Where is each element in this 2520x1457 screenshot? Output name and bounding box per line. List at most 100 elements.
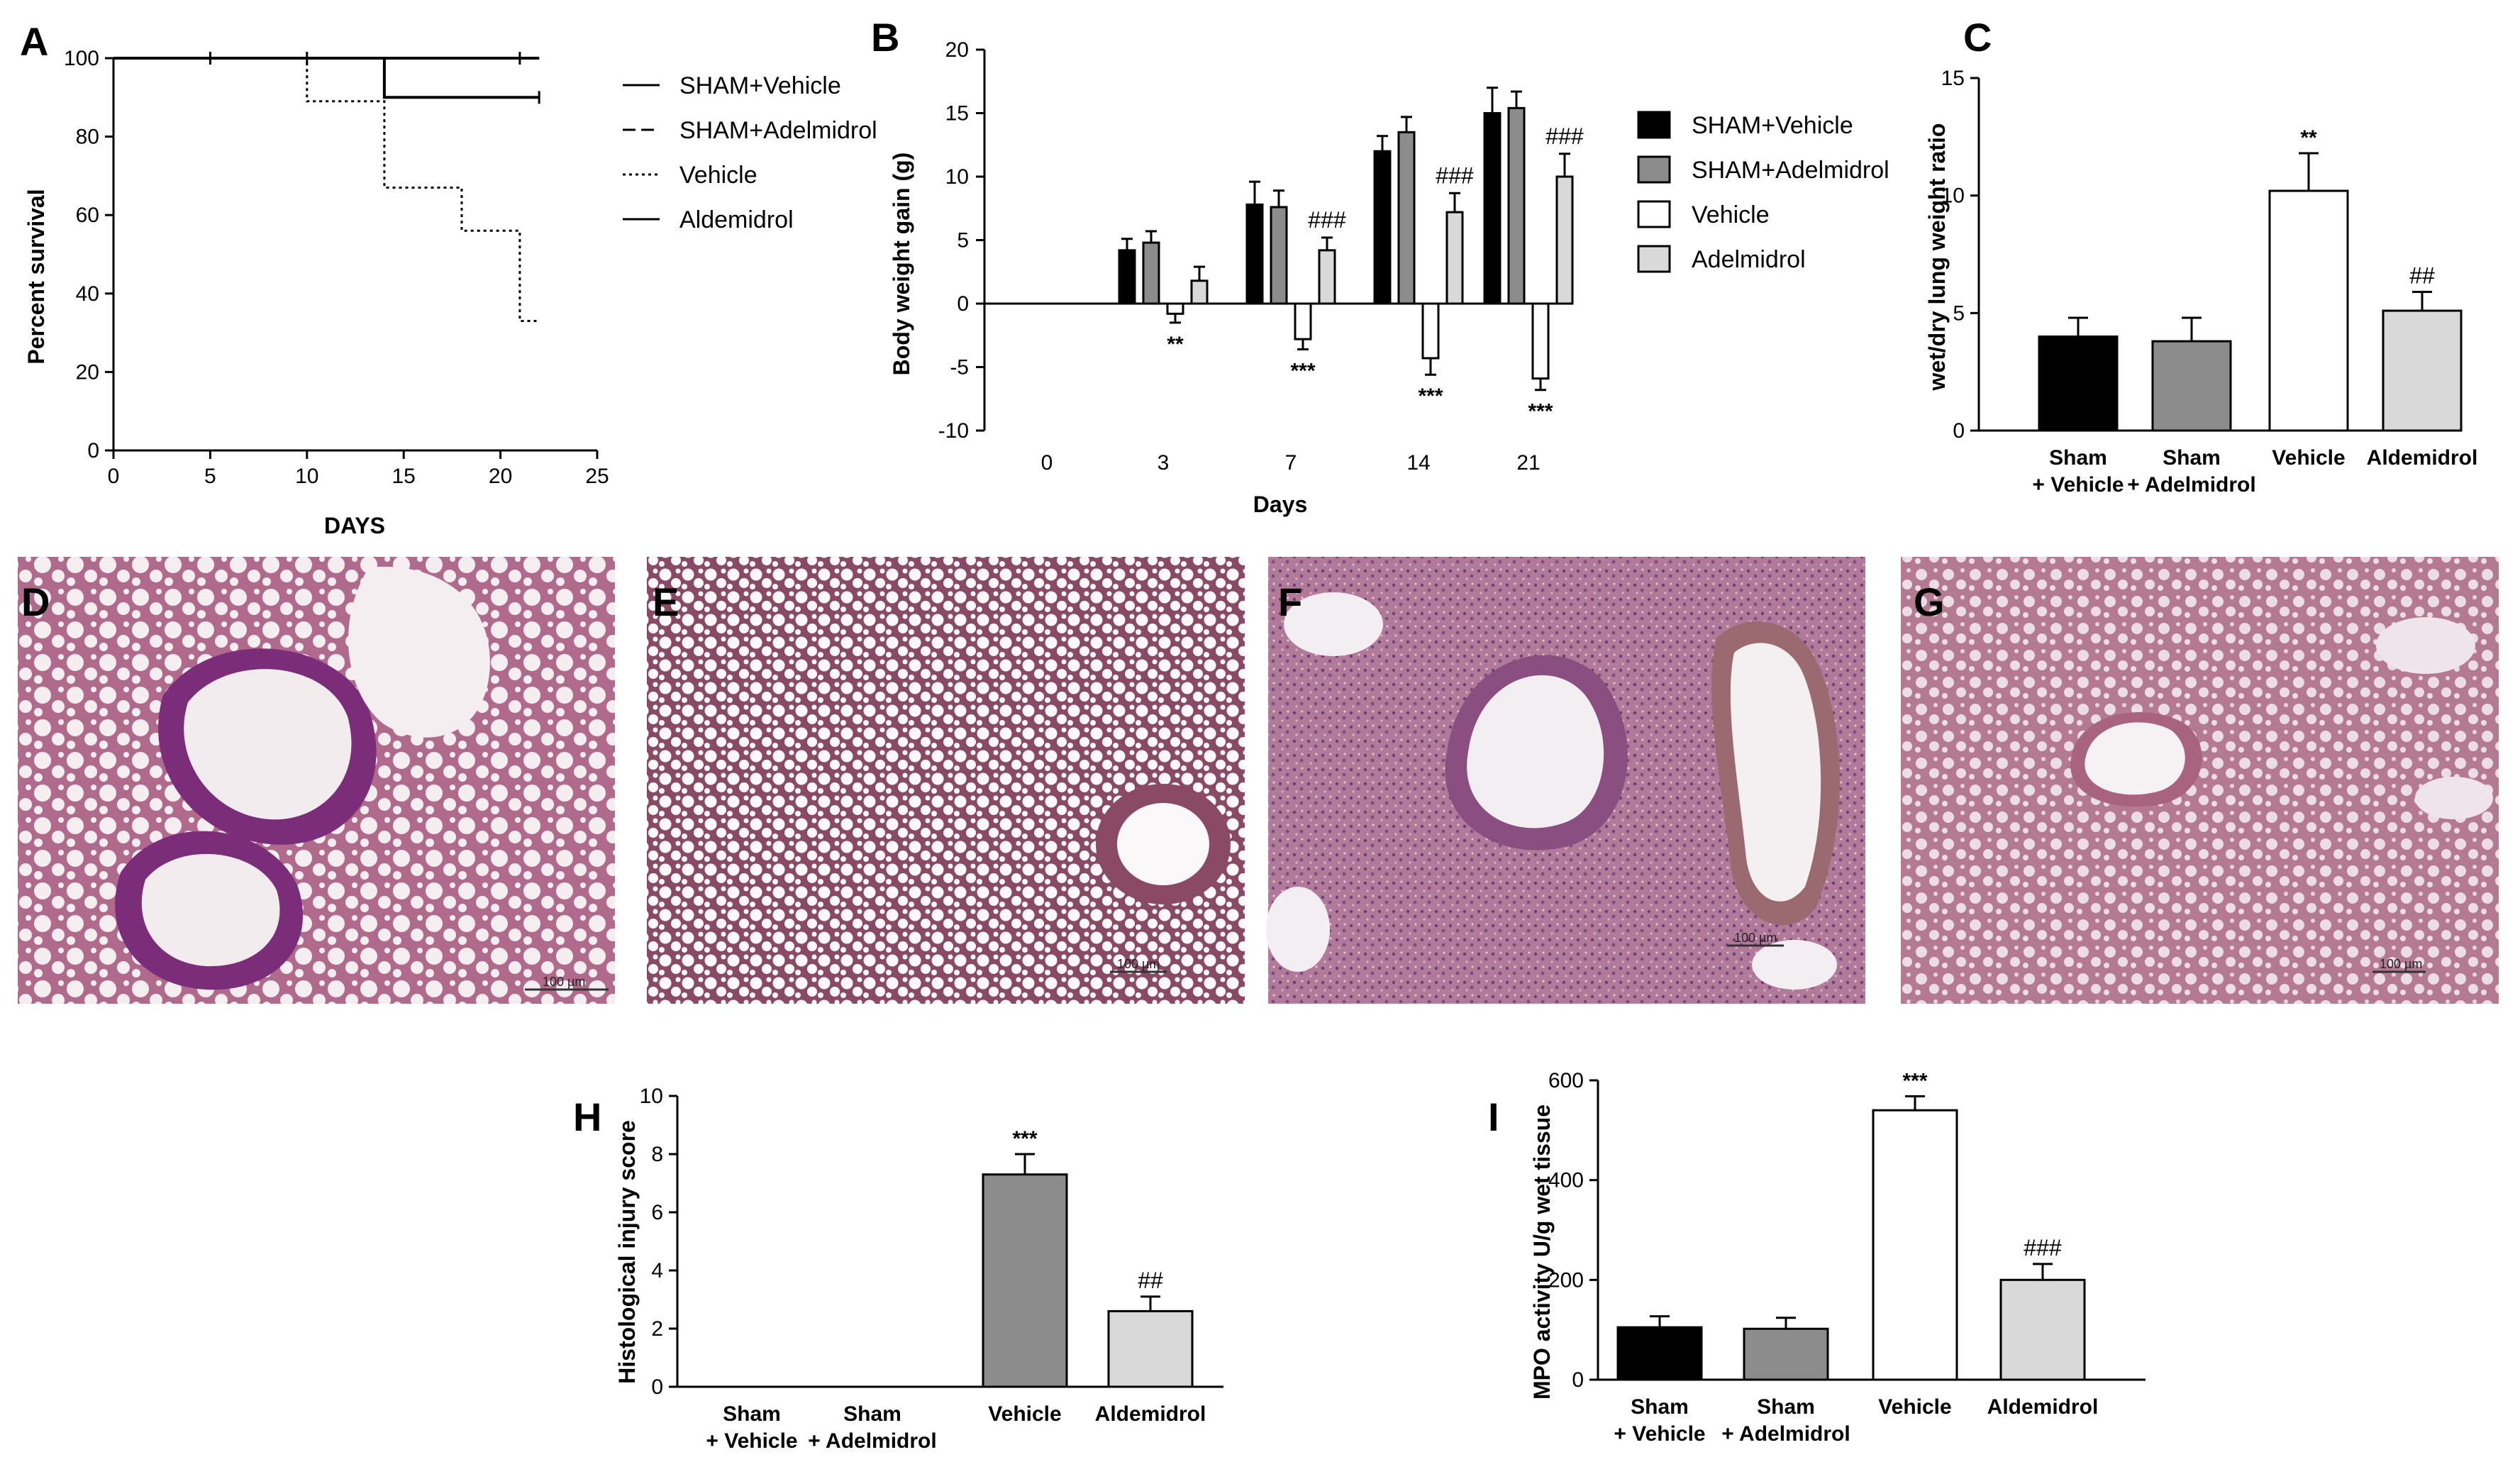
micrograph-d: 100 µm D	[18, 557, 615, 1004]
wet-dry-significance: **	[2300, 126, 2317, 150]
micrograph-f-airspace-1	[1284, 592, 1383, 656]
micrograph-f-label: F	[1278, 580, 1302, 624]
body-weight-bar	[1318, 249, 1336, 305]
body-weight-bar	[1555, 175, 1574, 305]
histology-category-label: Vehicle	[988, 1402, 1061, 1426]
mpo-category-label: Sham	[1757, 1395, 1815, 1419]
survival-y-tick-label: 60	[76, 204, 99, 227]
micrograph-g: 100 µm G	[1901, 557, 2499, 1004]
body-weight-x-tick-label: 21	[1516, 451, 1540, 475]
wet-dry-bar	[2382, 309, 2463, 432]
histology-category-label: Sham	[843, 1402, 901, 1426]
survival-x-tick-label: 20	[489, 465, 512, 488]
wet-dry-category-label: Vehicle	[2272, 446, 2345, 470]
wet-dry-bar	[2151, 340, 2232, 432]
micrograph-d-scale-text: 100 µm	[543, 975, 585, 989]
mpo-category-label: Sham	[1631, 1395, 1689, 1419]
panel-label-c: C	[1963, 15, 1992, 60]
histology-y-tick-label: 10	[640, 1085, 663, 1108]
micrograph-d-bronchiole-lumen	[184, 669, 352, 820]
survival-chart: Percent survival DAYS 0 5 10 15 20 25 0 20 40 60 8…	[23, 47, 609, 538]
histology-category-label: + Adelmidrol	[808, 1429, 936, 1453]
body-weight-bar	[1397, 131, 1416, 305]
mpo-category-label: Vehicle	[1878, 1395, 1951, 1419]
body-weight-bar	[1118, 249, 1136, 305]
mpo-bar	[1616, 1326, 1703, 1381]
body-weight-bar	[1373, 150, 1392, 305]
wet-dry-y-tick-label: 15	[1941, 67, 1965, 90]
body-weight-bar	[1190, 279, 1209, 305]
body-weight-legend-swatch	[1637, 200, 1671, 228]
survival-x-tick-label: 0	[108, 465, 120, 488]
body-weight-bar	[1483, 112, 1502, 305]
survival-series-line	[113, 57, 540, 99]
body-weight-bar	[1507, 106, 1526, 305]
body-weight-y-tick-label: 20	[945, 38, 969, 62]
survival-x-tick-label: 15	[392, 465, 416, 488]
micrograph-e-tissue	[647, 557, 1245, 1004]
mpo-bar	[1999, 1278, 2086, 1381]
histology-bar	[982, 1173, 1068, 1388]
histology-score-chart: Histological injury score 0 2 4 6 8 10 Sham + V…	[614, 1085, 1223, 1453]
mpo-y-tick-label: 0	[1572, 1368, 1584, 1392]
survival-y-tick-label: 100	[64, 47, 99, 70]
survival-x-tick-label: 25	[585, 465, 609, 488]
body-weight-bar	[1445, 211, 1464, 305]
survival-y-tick-label: 20	[76, 360, 99, 384]
body-weight-legend-label: Vehicle	[1692, 201, 1770, 228]
micrograph-g-label: G	[1914, 580, 1945, 624]
micrograph-e-vessel-lumen	[1117, 803, 1209, 885]
panel-label-i: I	[1488, 1095, 1499, 1139]
body-weight-y-tick-label: -10	[938, 419, 969, 443]
body-weight-y-label: Body weight gain (g)	[889, 153, 914, 376]
histology-significance: ***	[1012, 1127, 1037, 1151]
body-weight-legend-swatch	[1637, 111, 1671, 139]
micrograph-d-airspace	[348, 566, 490, 738]
body-weight-bar	[1245, 203, 1264, 305]
wet-dry-significance: ##	[2409, 263, 2435, 289]
body-weight-legend-swatch	[1637, 245, 1671, 273]
mpo-category-label: + Vehicle	[1614, 1422, 1705, 1446]
body-weight-bar	[1142, 241, 1160, 305]
mpo-y-tick-label: 600	[1548, 1069, 1584, 1092]
micrograph-g-bronchiole-lumen	[2085, 722, 2185, 795]
survival-legend: SHAM+Vehicle SHAM+Adelmidrol Vehicle Aldemi…	[623, 72, 877, 233]
body-weight-y-tick-label: -5	[950, 356, 969, 380]
survival-y-tick-label: 80	[76, 126, 99, 149]
micrograph-f-vessel-lumen	[1730, 643, 1821, 902]
mpo-bar	[1872, 1109, 1958, 1381]
body-weight-x-label: Days	[1253, 492, 1308, 517]
body-weight-y-tick-label: 10	[945, 165, 969, 189]
body-weight-significance: ###	[1308, 207, 1346, 233]
wet-dry-bar	[2268, 189, 2349, 432]
body-weight-bar	[1421, 302, 1440, 360]
survival-y-label: Percent survival	[23, 189, 49, 364]
body-weight-legend-label: SHAM+Vehicle	[1692, 112, 1853, 139]
body-weight-legend-swatch	[1637, 155, 1671, 184]
body-weight-y-tick-label: 15	[945, 102, 969, 126]
survival-x-tick-label: 5	[204, 465, 216, 488]
body-weight-legend: SHAM+Vehicle SHAM+Adelmidrol Vehicle Adelmi…	[1637, 111, 1889, 273]
survival-legend-label: SHAM+Vehicle	[679, 72, 841, 99]
survival-y-tick-label: 40	[76, 282, 99, 306]
histology-significance: ##	[1138, 1268, 1163, 1293]
body-weight-bar	[1531, 302, 1550, 380]
histology-category-label: + Vehicle	[706, 1429, 797, 1453]
body-weight-bar	[1270, 206, 1288, 305]
body-weight-x-tick-label: 3	[1158, 451, 1170, 475]
micrograph-d-label: D	[21, 580, 50, 624]
mpo-y-tick-label: 400	[1548, 1169, 1584, 1192]
histology-y-tick-label: 2	[651, 1317, 663, 1341]
wet-dry-y-tick-label: 0	[1953, 419, 1965, 443]
survival-x-tick-label: 10	[295, 465, 318, 488]
histology-y-tick-label: 0	[651, 1375, 663, 1399]
histology-bar	[1107, 1309, 1194, 1388]
mpo-y-tick-label: 200	[1548, 1268, 1584, 1292]
mpo-category-label: Aldemidrol	[1987, 1395, 2099, 1419]
micrograph-e-scale-text: 100 µm	[1117, 957, 1160, 971]
body-weight-x-tick-label: 0	[1041, 451, 1053, 475]
panel-label-a: A	[20, 19, 48, 64]
body-weight-y-tick-label: 5	[957, 229, 969, 253]
mpo-bar	[1743, 1327, 1829, 1381]
wet-dry-y-label: wet/dry lung weight ratio	[1924, 123, 1950, 392]
